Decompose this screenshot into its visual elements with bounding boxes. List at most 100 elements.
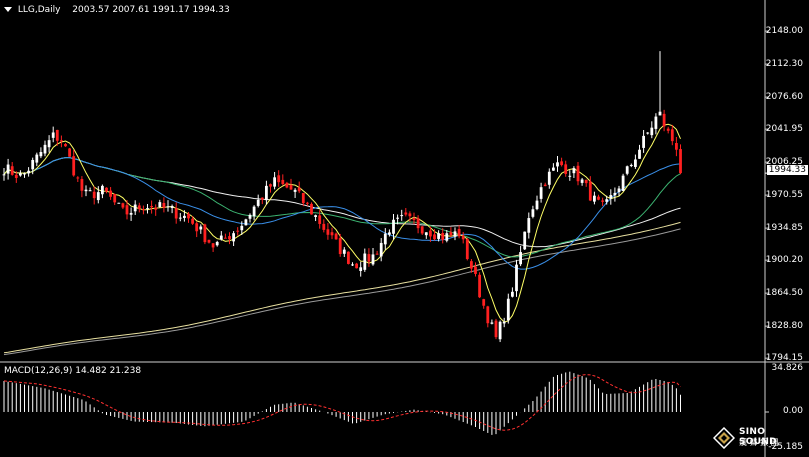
candle-body	[347, 251, 350, 264]
candle-body	[109, 190, 112, 197]
candle-body	[39, 152, 43, 157]
candle-body	[433, 234, 436, 240]
price-axis-label: 1900.20	[765, 255, 803, 266]
candle-body	[609, 195, 613, 199]
candle-body	[597, 196, 600, 200]
candle-body	[424, 232, 428, 236]
current-price-flag: 1994.33	[766, 165, 808, 175]
candle-body	[646, 132, 650, 134]
candle-body	[478, 274, 481, 298]
candle-body	[158, 202, 162, 208]
candle-body	[35, 154, 39, 163]
diamond-logo-icon	[713, 427, 735, 449]
candle-body	[519, 252, 522, 265]
triangle-down-icon[interactable]	[4, 7, 12, 12]
candle-body	[482, 299, 486, 306]
candle-body	[617, 188, 621, 193]
candle-body	[511, 291, 514, 297]
candle-body	[338, 238, 342, 255]
candle-body	[187, 213, 190, 219]
candle-body	[252, 206, 256, 217]
candle-body	[92, 191, 96, 199]
candle-body	[461, 235, 465, 240]
candle-body	[121, 203, 125, 208]
candle-body	[486, 306, 490, 324]
candle-body	[576, 165, 580, 182]
candle-body	[658, 111, 662, 116]
candle-body	[642, 135, 645, 148]
symbol-label: LLG,Daily	[17, 5, 61, 15]
candle-body	[543, 184, 547, 187]
candle-body	[330, 232, 334, 236]
candle-body	[539, 187, 543, 199]
candle-body	[14, 174, 18, 178]
candle-body	[150, 205, 153, 208]
candle-body	[43, 144, 47, 154]
candle-body	[388, 232, 391, 235]
candle-body	[55, 129, 59, 141]
chart-header: LLG,Daily 2003.57 2007.61 1991.17 1994.3…	[4, 5, 230, 16]
candle-body	[211, 243, 215, 248]
logo-subtitle: 漢 聲 銀 團	[739, 438, 779, 447]
candle-body	[535, 200, 539, 210]
macd-axis-top: 34.826	[771, 363, 804, 373]
price-axis-label: 1794.15	[765, 353, 803, 364]
candle-body	[367, 254, 371, 262]
candle-body	[502, 321, 506, 324]
candle-body	[560, 161, 563, 166]
candle-body	[199, 226, 203, 230]
candle-body	[375, 253, 379, 255]
candle-body	[162, 202, 166, 208]
sino-sound-logo: SINO SOUND 漢 聲 銀 團	[713, 427, 805, 449]
candle-body	[51, 132, 55, 138]
candle-body	[301, 192, 305, 204]
candle-body	[2, 174, 6, 176]
candle-body	[527, 218, 531, 233]
candle-body	[277, 175, 281, 183]
candle-body	[76, 177, 80, 179]
candle-body	[170, 206, 174, 208]
candle-body	[547, 171, 551, 185]
candle-body	[441, 232, 445, 241]
candle-body	[80, 179, 84, 191]
candle-body	[457, 228, 461, 237]
candle-body	[474, 266, 477, 274]
candle-body	[342, 249, 346, 254]
candle-body	[10, 166, 14, 175]
candle-body	[310, 203, 313, 215]
candle-body	[203, 224, 207, 243]
candle-body	[240, 225, 244, 231]
ohlc-values: 2003.57 2007.61 1991.17 1994.33	[72, 5, 230, 15]
candle-body	[105, 187, 108, 192]
candle-body	[129, 212, 133, 215]
candle-body	[23, 173, 26, 175]
candle-body	[593, 195, 596, 202]
logo-name: SINO SOUND	[739, 427, 777, 447]
candle-body	[400, 215, 404, 217]
candle-body	[634, 159, 637, 167]
candle-body	[273, 177, 276, 187]
candle-body	[404, 212, 408, 215]
candle-body	[572, 168, 576, 174]
candle-body	[629, 164, 633, 166]
candle-body	[601, 200, 604, 202]
candles-group	[2, 51, 682, 343]
candle-body	[174, 208, 178, 219]
candle-body	[232, 233, 235, 242]
candle-body	[670, 129, 674, 142]
candle-body	[379, 242, 383, 257]
candle-body	[19, 173, 22, 176]
price-axis-label: 1864.50	[765, 288, 803, 299]
candle-body	[265, 185, 268, 201]
price-axis-label: 2006.25	[765, 157, 803, 168]
candle-body	[293, 189, 297, 192]
candle-body	[285, 182, 289, 188]
price-axis-label: 2112.30	[765, 59, 803, 70]
candle-body	[113, 194, 117, 203]
candle-body	[662, 113, 666, 127]
candle-body	[137, 205, 141, 210]
candle-body	[178, 217, 182, 219]
candle-body	[498, 321, 502, 340]
